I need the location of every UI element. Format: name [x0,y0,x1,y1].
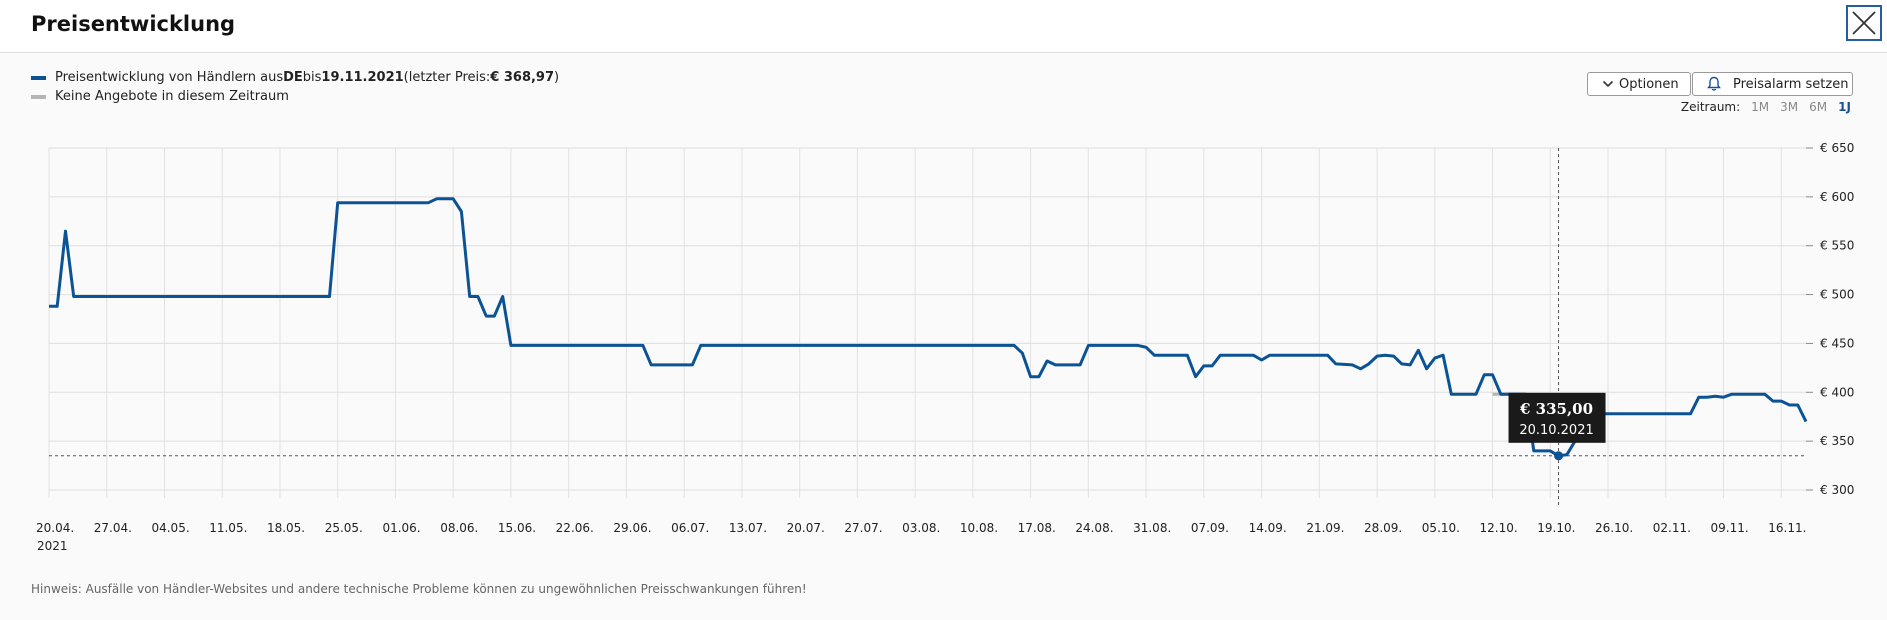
x-tick-label: 06.07. [671,521,709,535]
y-tick-label: € 600 [1820,190,1854,204]
legend-text-preprice: (letzter Preis: [403,70,491,85]
x-tick-label: 12.10. [1480,521,1518,535]
zeitraum-option-3m[interactable]: 3M [1780,100,1799,114]
close-icon [1852,11,1876,35]
hint-text: Hinweis: Ausfälle von Händler-Websites u… [31,582,807,596]
legend-entry-gap: Keine Angebote in diesem Zeitraum [31,87,559,106]
y-tick-label: € 400 [1820,385,1854,399]
close-button[interactable] [1846,5,1882,41]
zeitraum-label: Zeitraum: [1680,100,1741,114]
x-tick-label: 05.10. [1422,521,1460,535]
chevron-down-icon [1602,80,1614,88]
x-tick-label: 11.05. [209,521,247,535]
x-tick-label: 17.08. [1018,521,1056,535]
tooltip-price: € 335,00 [1519,400,1593,418]
y-tick-label: € 550 [1820,239,1854,253]
zeitraum-option-1m[interactable]: 1M [1751,100,1770,114]
x-tick-label: 31.08. [1133,521,1171,535]
grid-vertical [48,148,1782,498]
x-tick-label: 25.05. [325,521,363,535]
x-tick-label: 13.07. [729,521,767,535]
legend-entry-series: Preisentwicklung von Händlern aus DE bis… [31,68,559,87]
legend-text-suffix: ) [554,70,560,85]
x-tick-label: 20.04. [36,521,74,535]
x-tick-label: 21.09. [1306,521,1344,535]
x-tick-label: 22.06. [556,521,594,535]
x-tick-label: 19.10. [1537,521,1575,535]
x-tick-label: 07.09. [1191,521,1229,535]
x-tick-label: 08.06. [440,521,478,535]
tooltip-box [1508,392,1606,443]
x-tick-label: 14.09. [1249,521,1287,535]
y-tick-label: € 650 [1820,141,1854,155]
y-tick-label: € 500 [1820,288,1854,302]
y-axis-labels: € 300 € 350 € 400 € 450 € 500 € 550 € 600 € 650 [1820,141,1854,497]
bell-icon [1707,76,1721,91]
zeitraum-option-1j[interactable]: 1J [1838,100,1851,114]
legend-country: DE [283,70,303,85]
x-tick-label: 28.09. [1364,521,1402,535]
x-tick-label: 18.05. [267,521,305,535]
x-tick-label: 16.11. [1768,521,1806,535]
y-tick-label: € 300 [1820,483,1854,497]
x-tick-label: 29.06. [613,521,651,535]
x-tick-label: 09.11. [1711,521,1749,535]
x-tick-label: 01.06. [382,521,420,535]
x-tick-label: 27.04. [94,521,132,535]
legend-swatch-gap [31,94,46,99]
legend-text-prefix: Preisentwicklung von Händlern aus [55,70,284,85]
price-alarm-button[interactable]: Preisalarm setzen [1692,72,1853,96]
x-tick-label: 15.06. [498,521,536,535]
x-tick-label: 24.08. [1075,521,1113,535]
hover-data-point[interactable] [1554,451,1564,461]
tooltip-date: 20.10.2021 [1519,423,1593,438]
grid-horizontal [49,147,1813,491]
legend-swatch-series [31,75,46,80]
legend-last-price: € 368,97 [490,70,555,85]
x-tick-label: 10.08. [960,521,998,535]
x-tick-year: 2021 [37,539,68,553]
legend-gap-label: Keine Angebote in diesem Zeitraum [55,89,289,104]
page-title: Preisentwicklung [31,12,236,36]
x-tick-label: 27.07. [844,521,882,535]
y-tick-label: € 450 [1820,336,1854,350]
x-tick-label: 04.05. [151,521,189,535]
x-tick-label: 03.08. [902,521,940,535]
y-tick-label: € 350 [1820,434,1854,448]
modal-header: Preisentwicklung [0,0,1887,53]
x-tick-label: 02.11. [1653,521,1691,535]
zeitraum-option-6m[interactable]: 6M [1809,100,1828,114]
legend-date: 19.11.2021 [321,70,404,85]
x-tick-label: 26.10. [1595,521,1633,535]
options-button-label: Optionen [1619,76,1679,92]
price-chart: € 300 € 350 € 400 € 450 € 500 € 550 € 600 € 650… [36,141,1854,553]
x-axis-labels: 20.04. 27.04. 04.05. 11.05. 18.05. 25.05. 01.0… [36,521,1806,553]
x-tick-label: 20.07. [787,521,825,535]
options-button[interactable]: Optionen [1587,72,1691,96]
chart-legend: Preisentwicklung von Händlern aus DE bis… [31,68,559,106]
zeitraum-selector: Zeitraum: 1M 3M 6M 1J [1681,100,1851,114]
chart-tooltip: € 335,00 20.10.2021 [1508,392,1606,443]
legend-text-mid: bis [302,70,322,85]
price-alarm-button-label: Preisalarm setzen [1733,76,1849,92]
